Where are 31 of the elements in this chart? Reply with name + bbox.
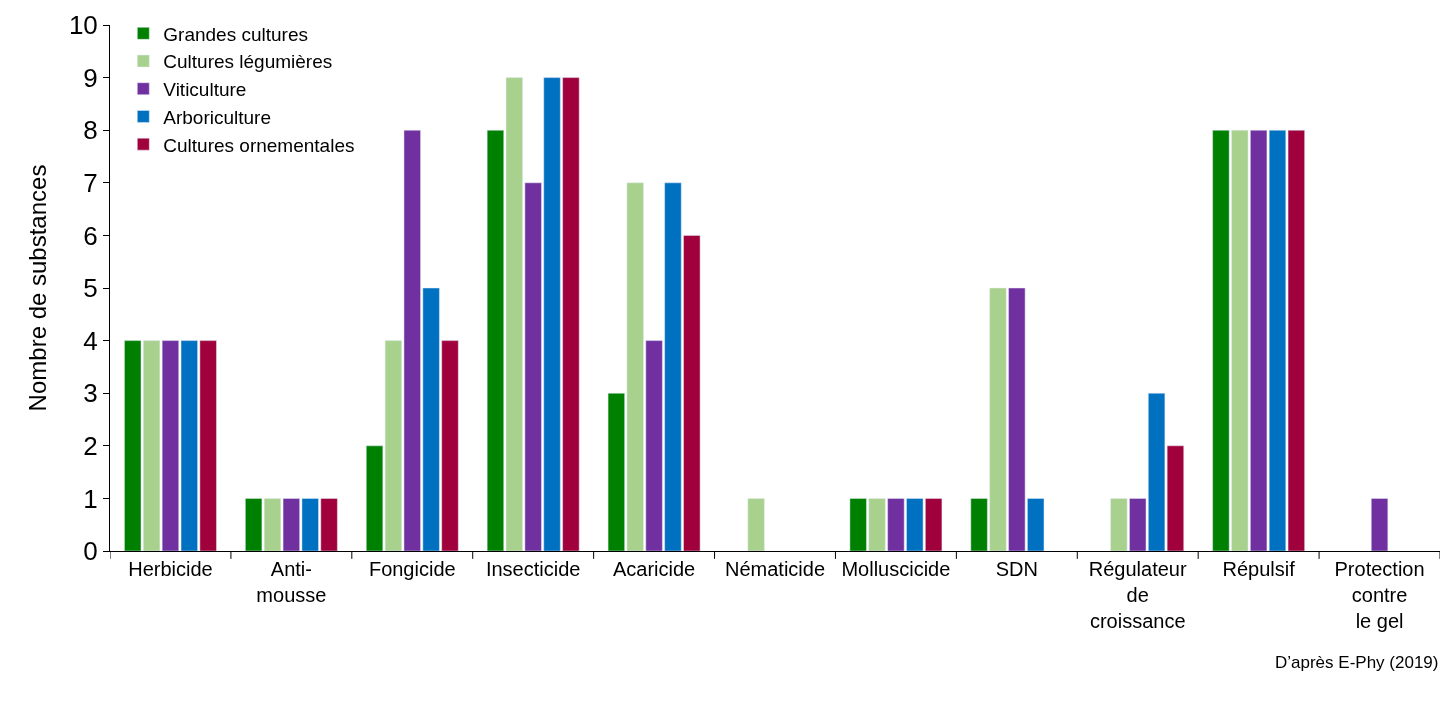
x-tick-label: Régulateur de croissance [1088,558,1187,632]
y-tick-label: 6 [83,220,98,251]
x-tick-label: Nématicide [724,558,826,580]
y-tick-label: 5 [83,273,98,304]
x-tick-label: Anti- mousse [256,558,327,606]
y-tick-label: 4 [83,325,98,356]
y-tick-label: 10 [68,10,98,41]
legend-label: Cultures ornementales [163,134,355,156]
legend-label: Viticulture [163,79,247,101]
y-tick-label: 1 [83,483,98,514]
y-tick-label: 0 [83,536,98,567]
y-axis-title: Nombre de substances [23,164,51,412]
legend-label: Cultures légumières [163,51,333,73]
legend-label: Arboriculture [163,106,272,128]
y-tick-label: 2 [83,430,98,461]
y-tick-label: 3 [83,378,98,409]
y-tick-label: 8 [83,115,98,146]
y-tick-label: 9 [83,62,98,93]
y-tick-label: 7 [83,167,98,198]
text: D’après E-Phy (2019) [1275,653,1439,672]
x-tick-label: Molluscicide [841,558,951,580]
legend-label: Grandes cultures [163,23,308,45]
bar [747,498,765,551]
x-tick-label: Acaricide [612,558,696,580]
x-tick-label: Protection contre le gel [1334,558,1425,632]
x-tick-label: Insecticide [485,558,581,580]
x-tick-label: Herbicide [128,558,213,580]
x-tick-label: Répulsif [1222,558,1296,580]
x-tick-label: Fongicide [368,558,456,580]
x-tick-label: SDN [995,558,1038,580]
bar [1371,498,1389,551]
